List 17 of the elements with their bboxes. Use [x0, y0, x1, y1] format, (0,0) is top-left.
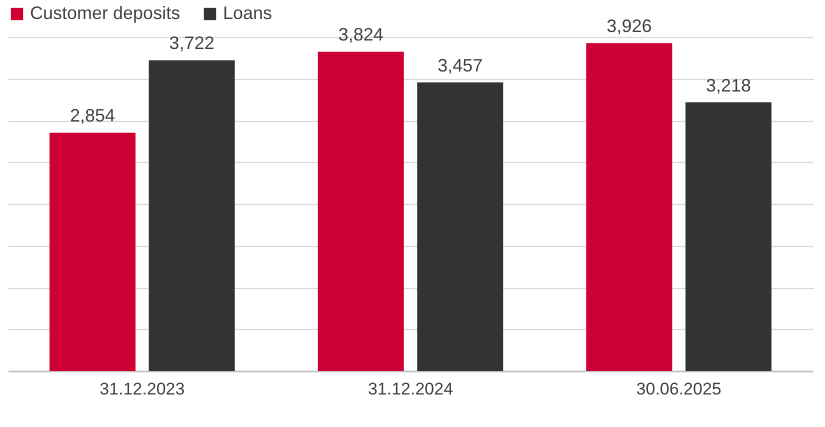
bar	[148, 60, 235, 371]
data-label: 3,218	[706, 75, 751, 96]
bar	[318, 52, 404, 371]
x-tick-label: 31.12.2023	[100, 380, 185, 398]
data-label: 3,926	[606, 16, 652, 36]
bar	[417, 82, 504, 371]
x-tick-label: 30.06.2025	[636, 380, 722, 398]
data-label: 3,457	[438, 55, 483, 76]
legend-label: Customer deposits	[30, 3, 180, 23]
data-label: 3,824	[338, 24, 384, 45]
data-label: 3,722	[169, 33, 214, 54]
bar	[685, 102, 772, 371]
bar	[586, 43, 672, 371]
data-label: 2,854	[70, 106, 116, 126]
legend-label: Loans	[223, 3, 272, 23]
bar	[50, 132, 136, 371]
x-tick-label: 31.12.2024	[368, 380, 454, 398]
